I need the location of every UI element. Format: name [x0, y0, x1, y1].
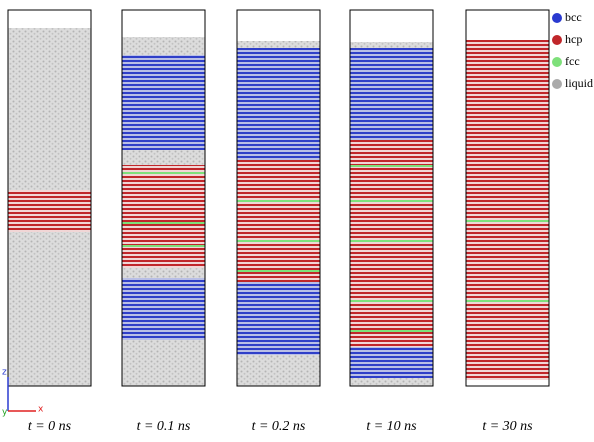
fcc-layer [466, 220, 549, 222]
phase-region [237, 355, 320, 386]
phase-region [8, 232, 91, 386]
phase-region [8, 28, 91, 190]
panel-frame [236, 9, 321, 387]
time-label: t = 10 ns [366, 419, 417, 434]
panel-frame [349, 9, 434, 387]
fcc-layer [350, 200, 433, 202]
phase-region [350, 42, 433, 48]
phase-region [350, 48, 433, 140]
panel-frame [7, 9, 92, 387]
axis-triad: z x y [2, 368, 44, 418]
phase-region [122, 165, 205, 268]
fcc-layer [237, 240, 320, 242]
snapshot-panel: t = 0.1 ns [121, 9, 206, 434]
fcc-layer [237, 270, 320, 272]
phase-region [237, 48, 320, 160]
snapshot-panel: t = 0 ns [7, 9, 92, 434]
x-label: x [38, 405, 44, 415]
phase-region [122, 37, 205, 55]
fcc-layer [122, 172, 205, 174]
time-label: t = 0.2 ns [252, 419, 306, 434]
legend-marker [552, 79, 562, 89]
fcc-layer [350, 240, 433, 242]
legend-label: bcc [565, 10, 582, 24]
fcc-layer [122, 245, 205, 247]
legend-marker [552, 35, 562, 45]
fcc-layer [350, 165, 433, 167]
phase-region [8, 190, 91, 232]
snapshot-panel: t = 10 ns [349, 9, 434, 434]
legend-label: hcp [565, 32, 582, 46]
legend-marker [552, 13, 562, 23]
phase-region [122, 150, 205, 165]
phase-region [350, 378, 433, 386]
phase-region [350, 347, 433, 378]
legend: bcc hcp fcc liquid [552, 10, 593, 90]
phase-region [237, 41, 320, 48]
legend-marker [552, 57, 562, 67]
legend-label: liquid [565, 76, 593, 90]
panels: t = 0 ns t = 0.1 ns t = 0.2 ns t = 10 ns t =… [7, 9, 550, 434]
phase-region [122, 55, 205, 150]
phase-region [122, 268, 205, 278]
legend-label: fcc [565, 54, 580, 68]
phase-region [466, 40, 549, 380]
fcc-layer [350, 330, 433, 332]
time-label: t = 0.1 ns [137, 419, 191, 434]
phase-region [122, 278, 205, 340]
phase-region [237, 282, 320, 355]
fcc-layer [350, 300, 433, 302]
z-label: z [2, 368, 7, 378]
panel-frame [465, 9, 550, 387]
fcc-layer [122, 222, 205, 224]
fcc-layer [237, 200, 320, 202]
time-label: t = 0 ns [28, 419, 72, 434]
snapshot-panel: t = 30 ns [465, 9, 550, 434]
phase-region [237, 160, 320, 282]
y-label: y [2, 408, 8, 418]
phase-region [122, 340, 205, 386]
fcc-layer [466, 300, 549, 302]
time-label: t = 30 ns [482, 419, 533, 434]
phase-region [350, 140, 433, 347]
panel-frame [121, 9, 206, 387]
snapshot-panel: t = 0.2 ns [236, 9, 321, 434]
